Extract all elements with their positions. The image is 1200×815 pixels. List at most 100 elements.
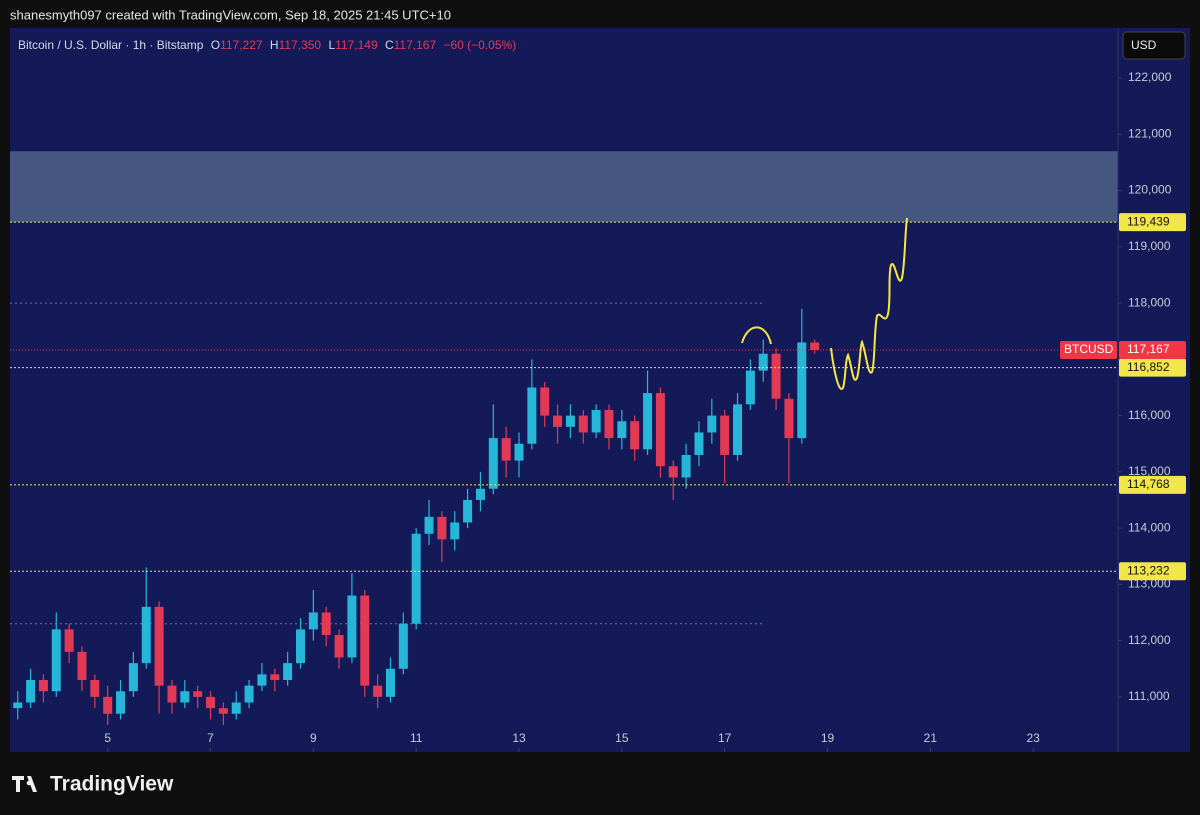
close: 117,167	[394, 38, 437, 52]
y-tick-label: 115,000	[1128, 464, 1171, 478]
level-tag	[1119, 562, 1186, 581]
l-label: L	[328, 38, 335, 52]
y-tick-label: 120,000	[1128, 183, 1172, 197]
y-tick-label: 121,000	[1128, 126, 1172, 140]
symbol: Bitcoin / U.S. Dollar · 1h · Bitstamp	[18, 38, 204, 52]
candle-body	[334, 634, 344, 658]
level-label: 114,768	[1127, 477, 1170, 491]
change: −60 (−0.05%)	[443, 38, 516, 52]
candle-body	[771, 353, 781, 399]
candle-body	[745, 370, 755, 405]
x-tick-label: 15	[615, 731, 629, 745]
legend-line: Bitcoin / U.S. Dollar · 1h · Bitstamp O1…	[18, 38, 516, 52]
h-label: H	[270, 38, 279, 52]
candle-body	[617, 421, 627, 439]
candle-body	[385, 668, 395, 697]
y-tick-label: 116,000	[1128, 408, 1171, 422]
candle-body	[26, 679, 36, 703]
candle-body	[77, 651, 87, 680]
candle-body	[514, 443, 524, 461]
candle-body	[720, 415, 730, 455]
candle-body	[206, 696, 216, 709]
candle-body	[733, 404, 743, 455]
x-tick-label: 5	[104, 731, 111, 745]
candle-body	[244, 685, 254, 703]
currency-button[interactable]	[1122, 31, 1186, 60]
candle-body	[655, 393, 665, 467]
candle-body	[604, 409, 614, 439]
candle-body	[257, 674, 267, 686]
candle-body	[578, 415, 588, 433]
last-price-tag	[1119, 340, 1186, 359]
x-tick-label: 13	[512, 731, 526, 745]
level-label: 116,852	[1127, 360, 1170, 374]
y-tick-label: 111,000	[1128, 689, 1170, 703]
annotation-projection	[830, 217, 908, 390]
candle-body	[193, 691, 203, 697]
candle-body	[463, 499, 473, 523]
symbol-tag	[1060, 340, 1117, 359]
annotation-arc	[741, 326, 772, 345]
y-tick-label: 114,000	[1128, 520, 1171, 534]
candle-body	[218, 708, 228, 714]
candle-body	[450, 522, 460, 540]
y-tick-label: 119,000	[1128, 239, 1171, 253]
candle-body	[13, 702, 23, 709]
last-price-label: 117,167	[1127, 342, 1170, 356]
candle-body	[103, 696, 113, 714]
level-label: 119,439	[1127, 214, 1170, 228]
level-tag	[1119, 213, 1186, 232]
high: 117,350	[279, 38, 322, 52]
y-tick-label: 112,000	[1128, 633, 1171, 647]
x-tick-label: 7	[207, 731, 214, 745]
candle-body	[797, 342, 807, 439]
open: 117,227	[220, 38, 263, 52]
o-label: O	[211, 38, 220, 52]
candle-body	[501, 438, 511, 461]
candle-body	[51, 629, 61, 692]
x-tick-label: 19	[821, 731, 835, 745]
level-tag	[1119, 475, 1186, 494]
c-label: C	[385, 38, 394, 52]
candle-body	[38, 679, 48, 692]
candle-body	[231, 702, 241, 714]
brand-logo	[12, 776, 37, 792]
plot: 111,000112,000113,000114,000115,000116,0…	[10, 28, 1186, 752]
x-tick-label: 17	[718, 731, 732, 745]
candle-body	[180, 691, 190, 703]
candle-body	[784, 398, 794, 439]
candle-body	[347, 595, 357, 658]
currency[interactable]: USD	[1131, 38, 1157, 52]
low: 117,149	[335, 38, 378, 52]
brand: TradingView	[50, 773, 174, 796]
candle-body	[630, 421, 640, 450]
candle-body	[283, 663, 293, 680]
candle-body	[681, 454, 691, 478]
candle-body	[398, 623, 408, 669]
symbol-label: BTCUSD	[1064, 342, 1114, 356]
x-tick-label: 23	[1026, 731, 1040, 745]
candle-body	[154, 606, 164, 686]
candle-body	[373, 685, 383, 697]
candle-body	[488, 438, 498, 489]
candle-body	[141, 606, 151, 664]
byline: shanesmyth097 created with TradingView.c…	[10, 7, 451, 22]
supply-zone	[10, 151, 1118, 223]
candle-body	[116, 691, 126, 714]
candle-body	[553, 415, 563, 427]
x-tick-label: 21	[924, 731, 938, 745]
candle-body	[707, 415, 717, 433]
candle-body	[591, 409, 601, 433]
candle-body	[424, 516, 434, 534]
candle-body	[64, 629, 74, 652]
candle-body	[308, 612, 318, 630]
candle-body	[565, 415, 575, 427]
candle-body	[527, 387, 537, 444]
candle-body	[810, 342, 820, 350]
candle-body	[540, 387, 550, 416]
candle-body	[758, 353, 768, 371]
y-tick-label: 122,000	[1128, 70, 1172, 84]
chart-panel	[10, 28, 1190, 752]
candle-body	[167, 685, 177, 703]
